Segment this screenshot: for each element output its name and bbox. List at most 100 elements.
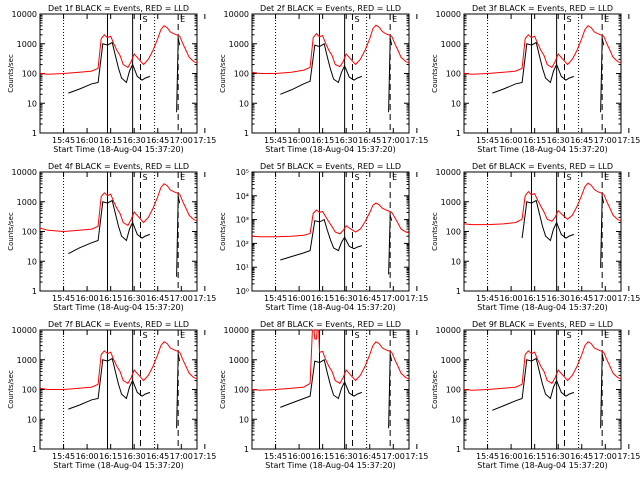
x-tick-label: 17:00 xyxy=(594,136,617,145)
y-tick-label: 10000 xyxy=(436,326,461,335)
y-tick-label: 10 xyxy=(27,99,37,108)
x-tick-label: 16:45 xyxy=(358,452,381,461)
data-series-line xyxy=(251,24,410,74)
x-tick-label: 17:00 xyxy=(382,136,405,145)
marker-label: E xyxy=(604,331,609,340)
y-tick-label: 10 xyxy=(27,257,37,266)
detector-panel: 1 10 100 1000 10000 15:45 16:00 16:15 16:30 16:45… xyxy=(7,320,216,470)
x-tick-label: 16:30 xyxy=(123,136,146,145)
y-tick-label: 1 xyxy=(32,129,37,138)
x-tick-label: 16:30 xyxy=(335,136,358,145)
y-axis-label: Counts/sec xyxy=(431,212,439,251)
x-tick-label: 17:00 xyxy=(170,136,193,145)
panel-title: Det 6f BLACK = Events, RED = LLD xyxy=(472,162,613,171)
x-tick-label: 16:45 xyxy=(146,294,169,303)
x-tick-label: 16:15 xyxy=(523,452,546,461)
y-tick-label: 1000 xyxy=(229,356,249,365)
marker-label: E xyxy=(392,331,397,340)
panel-title: Det 3f BLACK = Events, RED = LLD xyxy=(472,4,613,13)
x-tick-label: 17:00 xyxy=(594,452,617,461)
y-tick-label: 100 xyxy=(446,228,461,237)
y-tick-label: 1 xyxy=(456,129,461,138)
x-tick-label: 15:45 xyxy=(476,452,499,461)
marker-label: E xyxy=(180,331,185,340)
x-tick-label: 16:45 xyxy=(358,294,381,303)
y-tick-label: 10000 xyxy=(224,10,249,19)
x-tick-label: 16:00 xyxy=(500,136,523,145)
marker-label: S xyxy=(142,173,147,182)
data-series-line xyxy=(463,182,622,226)
marker-label: S xyxy=(354,15,359,24)
x-tick-label: 16:45 xyxy=(146,452,169,461)
y-tick-label: 1 xyxy=(456,287,461,296)
x-tick-label: 16:15 xyxy=(311,136,334,145)
x-tick-label: 15:45 xyxy=(264,452,287,461)
data-series-line xyxy=(280,359,363,408)
data-series-line xyxy=(39,183,198,233)
data-series-line xyxy=(68,41,151,94)
y-tick-label: 10000 xyxy=(436,10,461,19)
y-tick-label: 100 xyxy=(234,70,249,79)
x-tick-label: 16:15 xyxy=(99,294,122,303)
y-tick-label: 1 xyxy=(32,445,37,454)
y-axis-label: Counts/sec xyxy=(219,54,227,93)
y-tick-label: 10⁵ xyxy=(236,168,249,177)
x-axis-label: Start Time (18-Aug-04 15:37:20) xyxy=(265,461,396,470)
data-series-line xyxy=(68,199,151,255)
y-tick-label: 10000 xyxy=(12,168,37,177)
y-tick-label: 10000 xyxy=(12,10,37,19)
data-series-line xyxy=(251,202,410,238)
x-tick-label: 16:45 xyxy=(146,136,169,145)
x-tick-label: 16:15 xyxy=(99,452,122,461)
x-tick-label: 15:45 xyxy=(264,294,287,303)
x-tick-label: 15:45 xyxy=(52,136,75,145)
x-tick-label: 16:00 xyxy=(288,136,311,145)
marker-label: S xyxy=(566,15,571,24)
detector-panel: 1 10 100 1000 10000 15:45 16:00 16:15 16:30 16:45… xyxy=(431,162,640,312)
x-tick-label: 16:00 xyxy=(500,452,523,461)
x-axis-label: Start Time (18-Aug-04 15:37:20) xyxy=(53,461,184,470)
marker-label: E xyxy=(180,15,185,24)
x-tick-label: 16:30 xyxy=(335,294,358,303)
y-axis-label: Counts/sec xyxy=(219,212,227,251)
x-tick-label: 17:15 xyxy=(193,136,216,145)
marker-label: S xyxy=(142,331,147,340)
plot-frame xyxy=(463,171,622,292)
x-tick-label: 16:15 xyxy=(311,294,334,303)
detector-panel: 1 10 100 1000 10000 15:45 16:00 16:15 16:30 16:45… xyxy=(219,320,428,470)
x-tick-label: 16:30 xyxy=(123,452,146,461)
marker-label: S xyxy=(354,331,359,340)
y-tick-label: 10³ xyxy=(236,216,249,225)
x-tick-label: 15:45 xyxy=(52,452,75,461)
marker-label: S xyxy=(566,173,571,182)
x-tick-label: 16:00 xyxy=(288,452,311,461)
panel-title: Det 4f BLACK = Events, RED = LLD xyxy=(48,162,189,171)
y-axis-label: Counts/sec xyxy=(219,370,227,409)
x-tick-label: 16:15 xyxy=(311,452,334,461)
marker-label: E xyxy=(604,173,609,182)
data-series-line xyxy=(280,218,363,261)
data-series-line xyxy=(463,25,622,75)
panel-title: Det 1f BLACK = Events, RED = LLD xyxy=(48,4,189,13)
y-axis-label: Counts/sec xyxy=(7,212,15,251)
y-tick-label: 100 xyxy=(446,70,461,79)
x-axis-label: Start Time (18-Aug-04 15:37:20) xyxy=(477,303,608,312)
x-axis-label: Start Time (18-Aug-04 15:37:20) xyxy=(265,303,396,312)
x-tick-label: 17:15 xyxy=(617,136,640,145)
data-series-line xyxy=(280,43,363,95)
y-tick-label: 1000 xyxy=(17,198,37,207)
panel-title: Det 9f BLACK = Events, RED = LLD xyxy=(472,320,613,329)
x-tick-label: 16:00 xyxy=(76,136,99,145)
data-series-line xyxy=(176,38,181,113)
x-axis-label: Start Time (18-Aug-04 15:37:20) xyxy=(53,145,184,154)
x-tick-label: 17:15 xyxy=(617,294,640,303)
y-tick-label: 1 xyxy=(244,129,249,138)
y-tick-label: 1000 xyxy=(17,40,37,49)
y-tick-label: 10000 xyxy=(224,326,249,335)
y-tick-label: 100 xyxy=(22,70,37,79)
y-tick-label: 10⁴ xyxy=(236,192,249,201)
x-tick-label: 16:45 xyxy=(570,452,593,461)
data-series-line xyxy=(388,215,393,275)
y-tick-label: 10 xyxy=(451,257,461,266)
